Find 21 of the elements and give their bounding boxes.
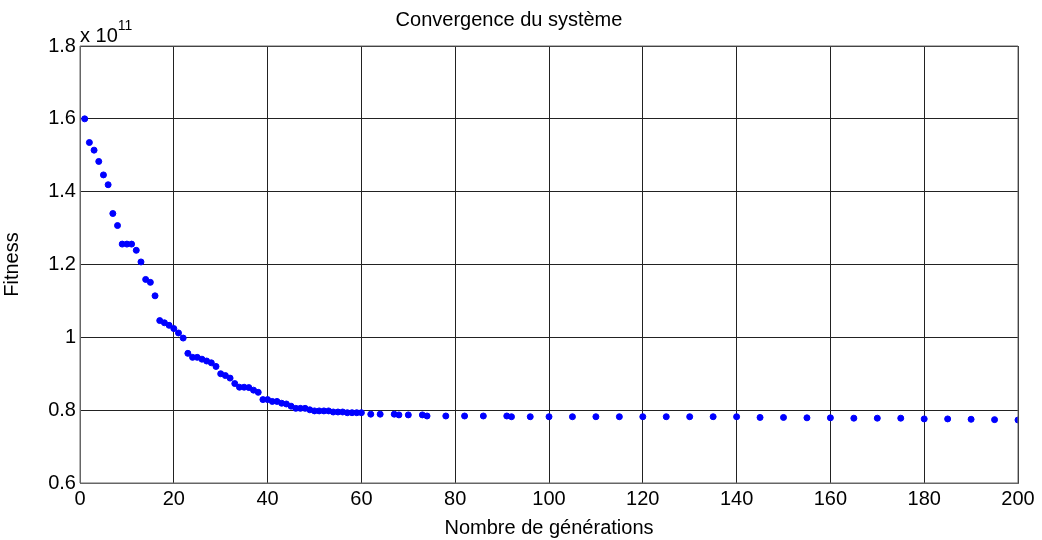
y-tick-label: 0.8 — [48, 397, 76, 420]
chart-title: Convergence du système — [395, 7, 623, 30]
x-tick-label: 80 — [444, 486, 467, 509]
x-axis-title: Nombre de générations — [444, 515, 654, 538]
y-tick-label: 0.6 — [48, 470, 76, 493]
y-tick-label: 1.2 — [48, 252, 76, 275]
x-tick-label: 140 — [719, 486, 754, 509]
x-tick-label: 40 — [256, 486, 279, 509]
y-tick-label: 1.6 — [48, 106, 76, 129]
x-tick-label: 20 — [162, 486, 185, 509]
x-tick-label: 120 — [626, 486, 660, 509]
y-tick-label: 1.8 — [48, 33, 76, 56]
x-tick-label: 60 — [350, 486, 373, 509]
x-tick-label: 200 — [1001, 486, 1035, 509]
y-tick-label: 1 — [64, 324, 76, 347]
y-axis-title: Fitness — [0, 232, 22, 297]
x-tick-label: 100 — [532, 486, 566, 509]
y-tick-label: 1.4 — [48, 179, 76, 202]
x-tick-label: 0 — [74, 486, 86, 509]
x-tick-label: 180 — [907, 486, 941, 509]
x-tick-label: 160 — [813, 486, 848, 509]
